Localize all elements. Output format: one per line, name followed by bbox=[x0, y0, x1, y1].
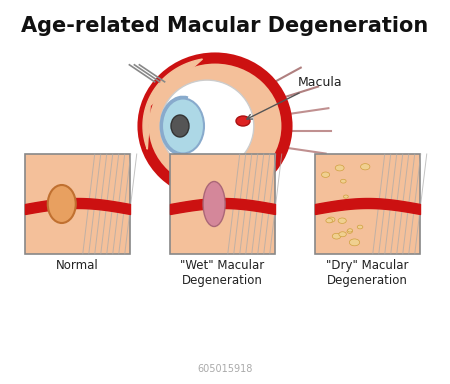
Ellipse shape bbox=[341, 179, 346, 183]
Ellipse shape bbox=[48, 185, 76, 223]
Text: "Dry" Macular
Degeneration: "Dry" Macular Degeneration bbox=[326, 259, 409, 287]
Ellipse shape bbox=[327, 217, 335, 222]
Ellipse shape bbox=[347, 229, 352, 232]
Ellipse shape bbox=[339, 232, 347, 237]
Ellipse shape bbox=[160, 80, 254, 172]
FancyBboxPatch shape bbox=[315, 154, 420, 254]
Text: "Wet" Macular
Degeneration: "Wet" Macular Degeneration bbox=[180, 259, 265, 287]
Text: Age-related Macular Degeneration: Age-related Macular Degeneration bbox=[22, 16, 428, 36]
Text: Macula: Macula bbox=[247, 76, 342, 119]
Ellipse shape bbox=[143, 58, 287, 194]
Ellipse shape bbox=[203, 182, 225, 227]
Ellipse shape bbox=[322, 172, 330, 177]
Ellipse shape bbox=[347, 230, 352, 233]
Ellipse shape bbox=[349, 239, 360, 246]
Polygon shape bbox=[143, 59, 202, 149]
Text: Normal: Normal bbox=[56, 259, 99, 272]
Ellipse shape bbox=[162, 99, 204, 154]
Ellipse shape bbox=[338, 218, 346, 223]
Ellipse shape bbox=[326, 218, 333, 223]
Ellipse shape bbox=[171, 115, 189, 137]
Ellipse shape bbox=[236, 116, 250, 126]
Text: 605015918: 605015918 bbox=[197, 364, 253, 374]
FancyBboxPatch shape bbox=[170, 154, 275, 254]
Ellipse shape bbox=[332, 233, 341, 239]
Ellipse shape bbox=[360, 164, 370, 170]
Ellipse shape bbox=[335, 165, 344, 171]
Ellipse shape bbox=[357, 225, 363, 229]
Ellipse shape bbox=[343, 195, 348, 198]
FancyBboxPatch shape bbox=[25, 154, 130, 254]
